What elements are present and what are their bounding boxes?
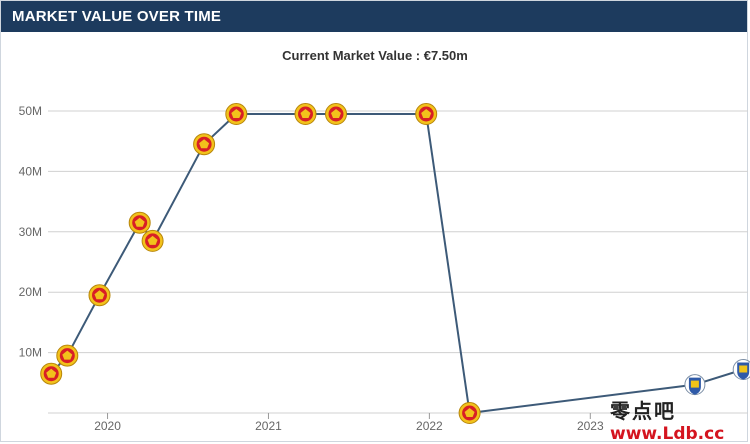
y-tick-label: 40M <box>19 164 42 178</box>
watermark: 零点吧 www.Ldb.cc <box>610 395 724 444</box>
x-tick-label: 2021 <box>255 419 282 433</box>
watermark-url: www.Ldb.cc <box>610 424 725 444</box>
manchester-united-badge-icon <box>225 103 248 125</box>
badge-center <box>690 380 699 388</box>
badge-emblem <box>147 235 158 245</box>
manchester-united-badge-icon <box>88 284 111 307</box>
x-tick-label: 2020 <box>94 419 121 433</box>
badge-center <box>739 365 748 373</box>
manchester-united-badge-icon <box>141 229 164 252</box>
y-tick-label: 20M <box>19 285 42 299</box>
badge-emblem <box>300 109 311 118</box>
badge-emblem <box>62 350 73 360</box>
badge-emblem <box>134 217 145 227</box>
series-line <box>50 113 744 415</box>
badge-emblem <box>94 290 105 300</box>
manchester-united-badge-icon <box>193 133 216 156</box>
manchester-united-badge-icon <box>325 103 347 125</box>
getafe-badge-icon <box>684 374 706 396</box>
y-tick-label: 50M <box>19 104 42 118</box>
badge-emblem <box>199 139 210 149</box>
manchester-united-badge-icon <box>458 402 481 424</box>
badge-emblem <box>46 368 57 378</box>
panel-title: MARKET VALUE OVER TIME <box>12 8 222 25</box>
badge-emblem <box>331 109 341 118</box>
badge-emblem <box>231 109 242 118</box>
badge-emblem <box>464 408 475 417</box>
market-value-line <box>50 113 744 415</box>
panel-header: MARKET VALUE OVER TIME <box>1 1 747 32</box>
data-points <box>40 103 750 424</box>
current-market-value: Current Market Value : €7.50m <box>282 48 468 63</box>
x-axis-ticks: 2020 2021 2022 2023 <box>94 413 604 433</box>
x-tick-label: 2022 <box>416 419 443 433</box>
y-axis-ticks: 10M 20M 30M 40M 50M <box>19 104 42 360</box>
gridlines <box>48 110 748 414</box>
x-tick-label: 2023 <box>577 419 604 433</box>
y-tick-label: 30M <box>19 225 42 239</box>
manchester-united-badge-icon <box>128 211 151 234</box>
y-tick-label: 10M <box>19 346 42 360</box>
manchester-united-badge-icon <box>56 344 79 367</box>
badge-emblem <box>421 109 432 118</box>
manchester-united-badge-icon <box>40 362 63 385</box>
manchester-united-badge-icon <box>294 103 317 125</box>
getafe-badge-icon <box>732 359 750 380</box>
watermark-chinese-text: 零点吧 <box>610 399 676 423</box>
manchester-united-badge-icon <box>415 103 438 125</box>
